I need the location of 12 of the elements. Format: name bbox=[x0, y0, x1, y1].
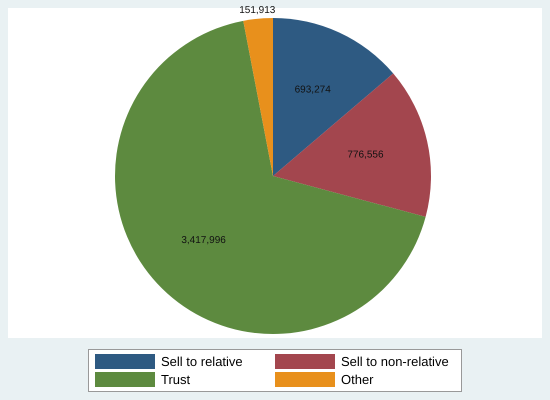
data-label: 693,274 bbox=[294, 84, 332, 96]
data-label: 151,913 bbox=[239, 5, 276, 16]
pie-slice bbox=[115, 20, 426, 334]
data-label: 3,417,996 bbox=[181, 235, 226, 246]
pie-slice bbox=[273, 18, 394, 176]
legend-label: Other bbox=[341, 372, 374, 387]
legend-label: Sell to non-relative bbox=[341, 354, 449, 369]
legend-label: Sell to relative bbox=[161, 354, 243, 369]
pie-slice bbox=[273, 73, 431, 217]
legend-label: Trust bbox=[161, 372, 190, 387]
data-label: 776,556 bbox=[347, 150, 384, 161]
pie-slice bbox=[243, 18, 273, 176]
